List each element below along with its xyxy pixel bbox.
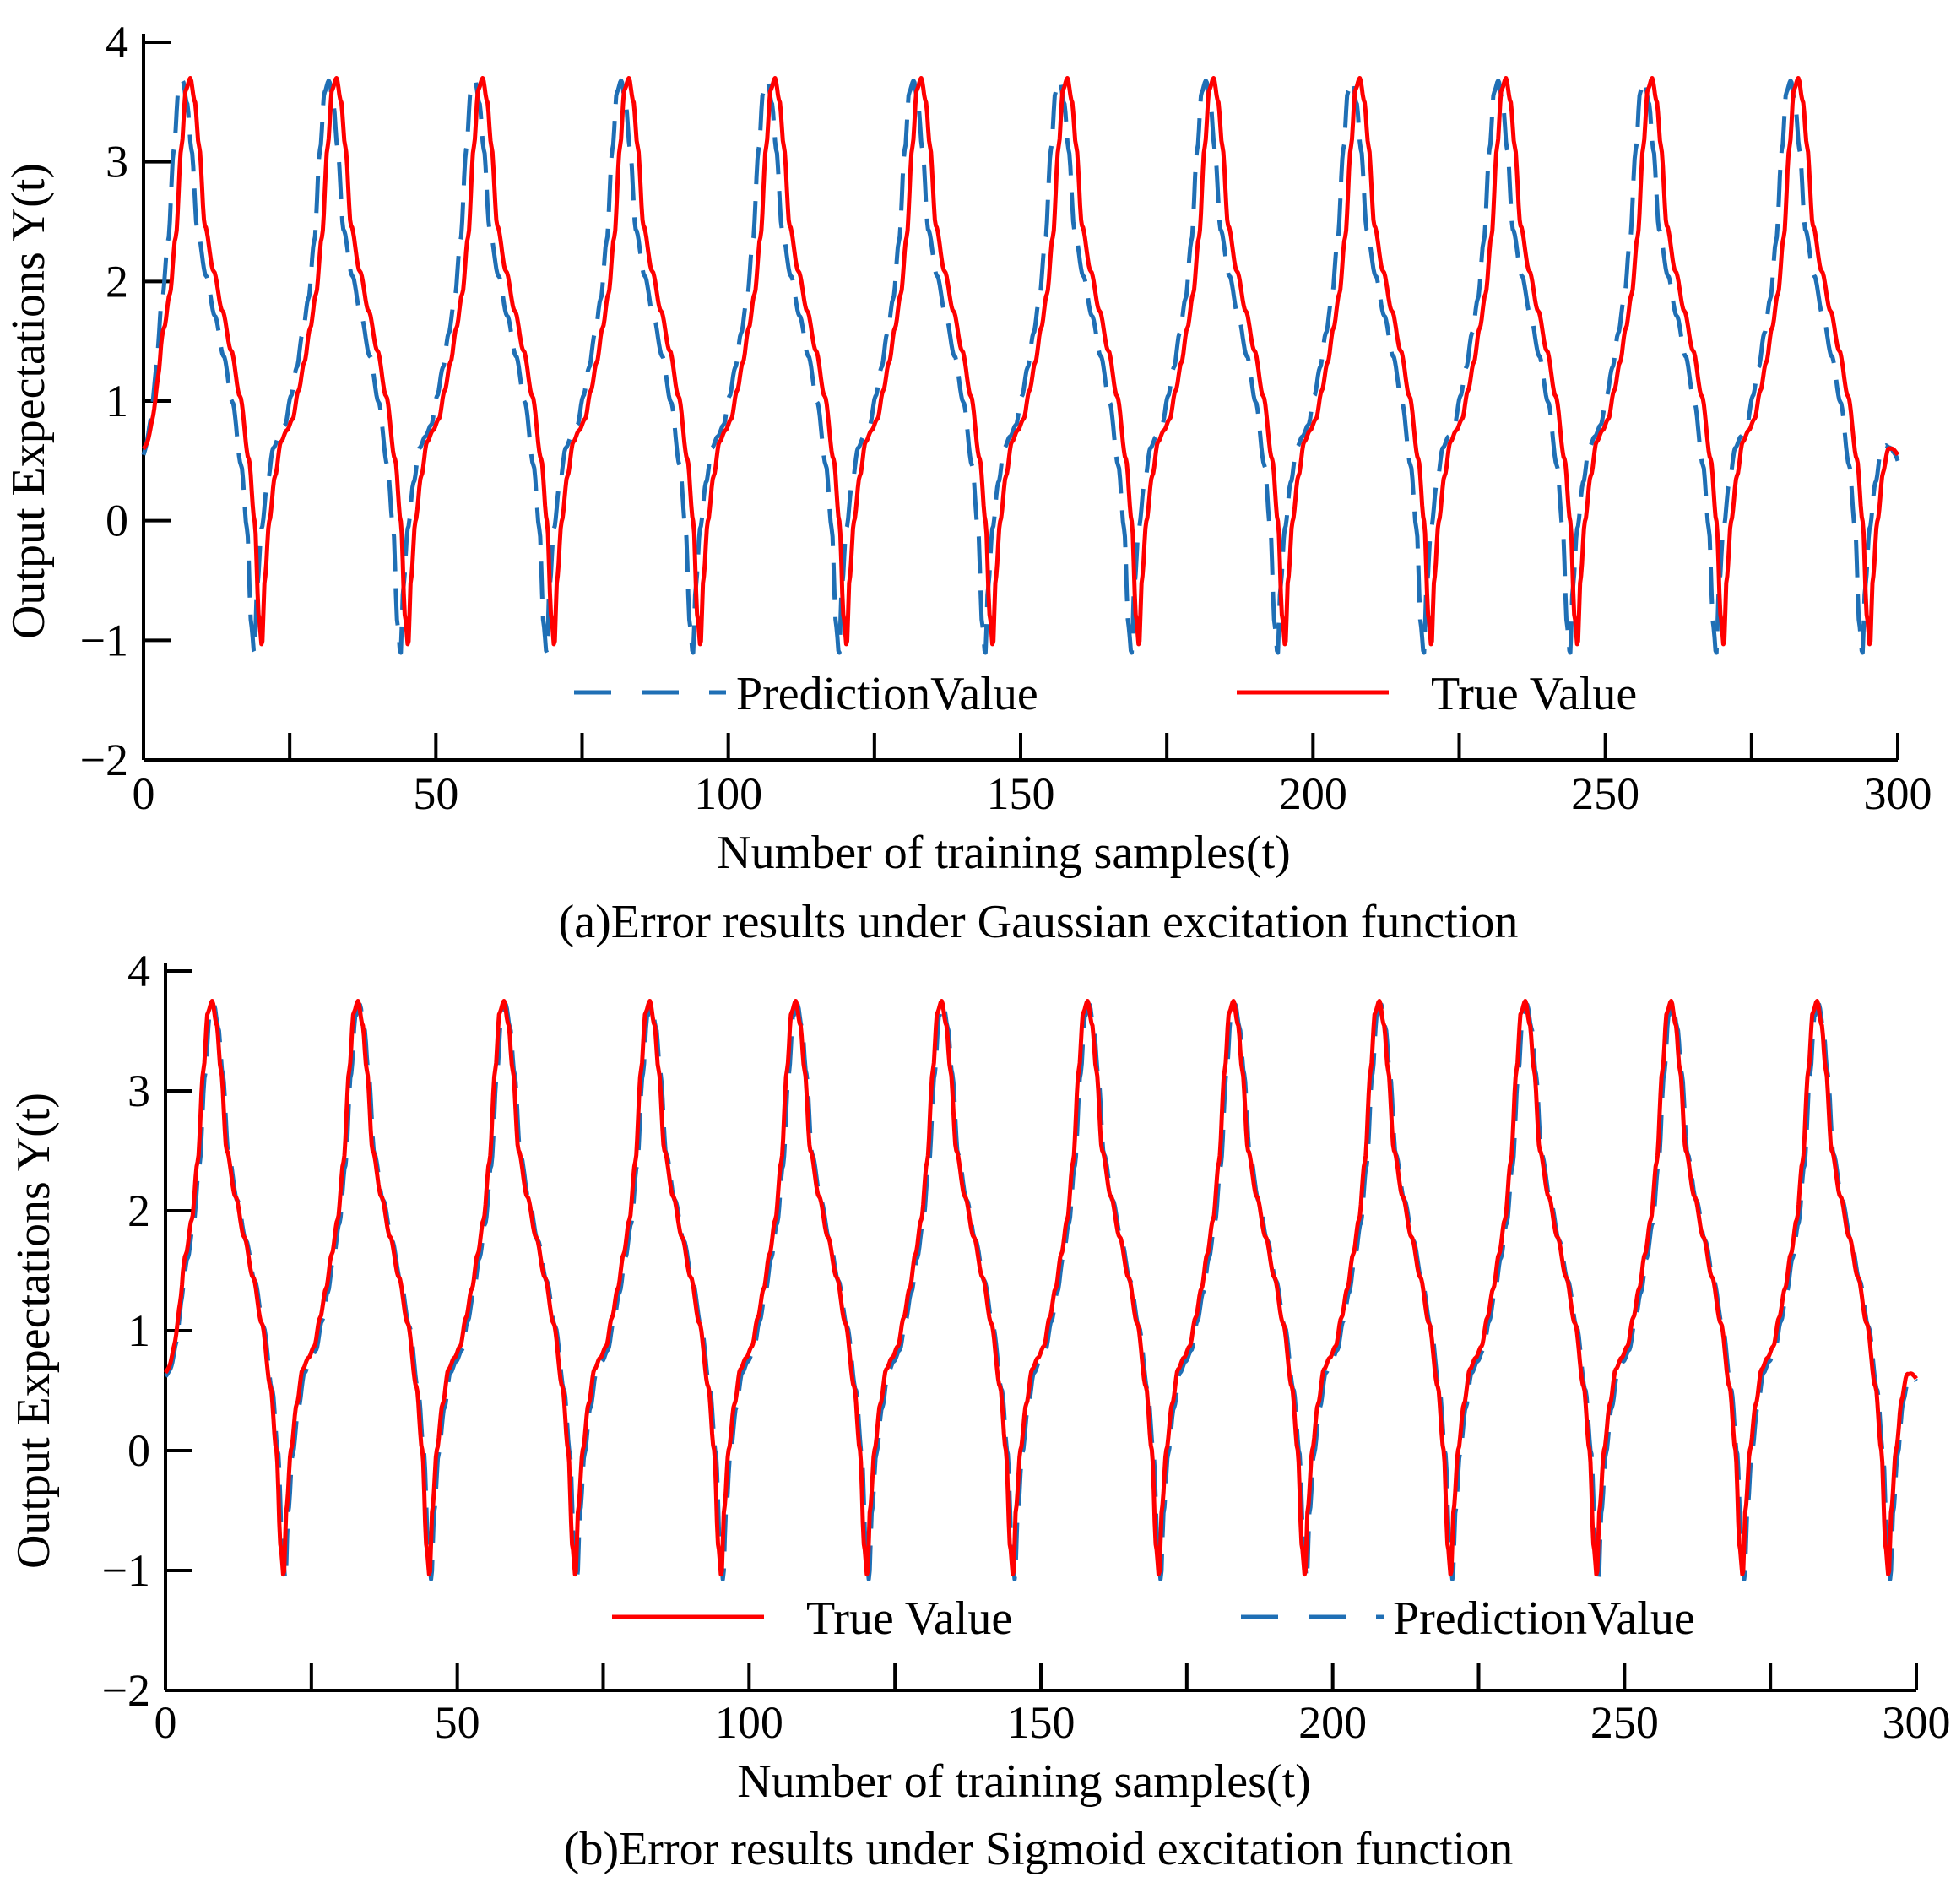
y-tick-label: −2 [102,1665,150,1716]
x-tick-label: 0 [154,1697,177,1748]
x-tick-label: 150 [1007,1697,1076,1748]
legend-label: True Value [806,1592,1012,1645]
x-tick-label: 0 [133,768,155,819]
legend-label: True Value [1431,668,1637,720]
y-tick-label: 0 [106,496,128,546]
panel-caption: (b)Error results under Sigmoid excitatio… [564,1823,1513,1875]
legend-label: PredictionValue [736,668,1038,720]
x-tick-label: 250 [1571,768,1639,819]
y-tick-label: 1 [127,1305,150,1356]
y-tick-label: 1 [106,376,128,426]
series-line-true-value [141,76,1900,647]
series-line-prediction-value [164,1002,1918,1581]
x-tick-label: 300 [1864,768,1932,819]
x-tick-label: 50 [413,768,458,819]
y-axis-label: Output Expectations Y(t) [3,163,55,639]
x-tick-label: 250 [1590,1697,1659,1748]
series-line-true-value [164,999,1919,1577]
y-tick-label: −1 [80,615,128,665]
y-tick-label: −1 [102,1545,150,1596]
y-tick-label: 2 [106,256,128,306]
x-tick-label: 150 [987,768,1055,819]
x-axis-label: Number of training samples(t) [717,827,1291,879]
legend-label: PredictionValue [1393,1592,1695,1645]
x-tick-label: 100 [715,1697,783,1748]
y-tick-label: 0 [127,1425,150,1476]
x-tick-label: 200 [1279,768,1347,819]
y-tick-label: 3 [127,1066,150,1116]
y-tick-label: 4 [127,946,150,996]
panel-b: −2 −1 0 1 2 3 4 0 50 100 150 200 250 300 Number of tra… [8,946,1951,1875]
y-tick-label: 2 [127,1185,150,1236]
y-axis-label: Output Expectations Y(t) [8,1093,60,1569]
series-line-prediction-value [141,78,1900,655]
panel-caption: (a)Error results under Gaussian excitati… [559,896,1519,948]
x-axis-label: Number of training samples(t) [737,1755,1311,1808]
x-tick-label: 50 [435,1697,480,1748]
y-tick-label: 4 [106,17,128,68]
x-tick-label: 200 [1298,1697,1367,1748]
y-tick-label: −2 [80,735,128,785]
x-tick-label: 100 [694,768,762,819]
panel-a: −2 −1 0 1 2 3 4 0 50 100 150 200 250 300 Number of tra… [3,17,1932,948]
x-tick-label: 300 [1883,1697,1951,1748]
y-tick-label: 3 [106,137,128,187]
